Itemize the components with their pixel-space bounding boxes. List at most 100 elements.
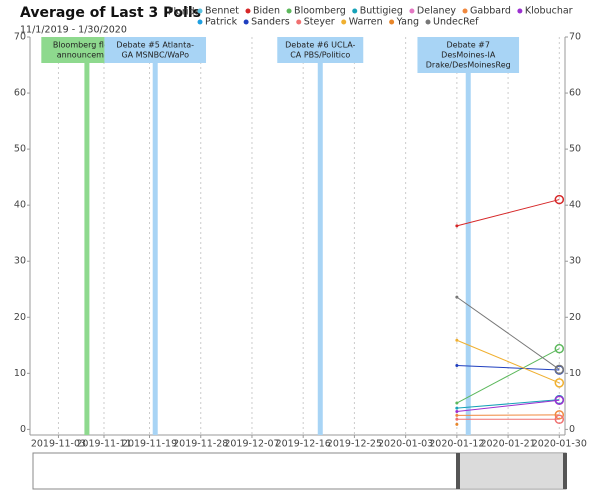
legend-swatch: [352, 8, 358, 14]
series-line: [456, 399, 560, 412]
legend-label: Patrick: [205, 17, 238, 28]
event-band: [317, 37, 323, 435]
legend-swatch: [462, 8, 468, 14]
legend-label: UndecRef: [433, 17, 479, 28]
y2-tick-label: 30: [569, 256, 581, 267]
event-band: [84, 37, 90, 435]
data-point: [554, 378, 565, 388]
x-tick-label: 2020-01-12: [429, 439, 484, 450]
event-label: DesMoines-IA: [441, 51, 496, 60]
data-point: [455, 401, 459, 405]
minimap[interactable]: [32, 452, 567, 490]
y-tick-label: 20: [14, 312, 26, 323]
data-point: [455, 224, 459, 228]
data-point: [455, 295, 459, 299]
y-tick-label: 60: [14, 88, 26, 99]
y-tick-label: 40: [14, 200, 26, 211]
series-line: [456, 296, 560, 370]
event-label: Bloomberg floats: [53, 41, 121, 50]
chart-title: Average of Last 3 Polls: [20, 5, 201, 21]
y2-tick-label: 0: [569, 424, 575, 435]
legend-swatch: [197, 19, 203, 25]
y2-tick-label: 50: [569, 144, 581, 155]
y2-tick-label: 20: [569, 312, 581, 323]
region-label: Florida: [168, 7, 200, 18]
legend-label: Bloomberg: [294, 6, 346, 17]
x-tick-label: 2019-11-03: [31, 439, 86, 450]
legend-swatch: [296, 19, 302, 25]
y-tick-label: 50: [14, 144, 26, 155]
event-label: announcement: [57, 51, 117, 60]
legend-label: Yang: [396, 17, 419, 28]
event-label: Debate #6 UCLA-: [285, 41, 355, 50]
event-label-box: [417, 37, 520, 73]
data-point: [554, 343, 565, 354]
y2-tick-label: 10: [569, 368, 581, 379]
legend-label: Biden: [253, 6, 280, 17]
minimap-selection[interactable]: [458, 453, 566, 489]
data-point: [554, 414, 565, 425]
legend-swatch: [409, 8, 415, 14]
legend-swatch: [243, 19, 249, 25]
data-point: [455, 413, 459, 417]
series-line: [456, 414, 560, 416]
legend-label: Bennet: [205, 6, 239, 17]
series-line: [456, 399, 560, 409]
series-line: [456, 339, 560, 384]
event-label: CA PBS/Politico: [290, 51, 350, 60]
x-tick-label: 2020-01-30: [532, 439, 587, 450]
legend-label: Warren: [349, 17, 383, 28]
data-point: [455, 363, 459, 367]
legend-label: Klobuchar: [525, 6, 573, 17]
data-point: [554, 364, 565, 375]
event-band: [465, 37, 471, 435]
legend-label: Buttigieg: [360, 6, 403, 17]
y2-tick-label: 70: [569, 32, 581, 43]
x-tick-label: 2019-11-11: [76, 439, 131, 450]
legend-label: Sanders: [251, 17, 290, 28]
data-point: [455, 406, 459, 410]
legend-swatch: [245, 8, 251, 14]
legend-swatch: [389, 19, 395, 25]
legend-swatch: [341, 19, 347, 25]
legend-label: Delaney: [417, 6, 456, 17]
legend-label: Steyer: [304, 17, 335, 28]
chart-subtitle: 11/1/2019 - 1/30/2020: [20, 25, 127, 36]
x-tick-label: 2019-12-07: [224, 439, 279, 450]
legend-swatch: [517, 8, 523, 14]
y-tick-label: 70: [14, 32, 26, 43]
data-point: [554, 395, 565, 405]
x-tick-label: 2019-11-19: [122, 439, 177, 450]
minimap-handle[interactable]: [456, 453, 460, 489]
x-tick-label: 2019-12-16: [276, 439, 331, 450]
x-tick-label: 2019-12-25: [327, 439, 382, 450]
y-tick-label: 30: [14, 256, 26, 267]
y-tick-label: 10: [14, 368, 26, 379]
x-tick-label: 2020-01-21: [480, 439, 535, 450]
event-label: Debate #5 Atlanta-: [116, 41, 194, 50]
event-band: [152, 37, 158, 435]
legend-swatch: [286, 8, 292, 14]
legend-swatch: [425, 19, 431, 25]
y2-tick-label: 60: [569, 88, 581, 99]
legend-label: Gabbard: [470, 6, 511, 17]
data-point: [455, 409, 459, 413]
legend-swatch: [197, 8, 203, 14]
data-point: [455, 417, 459, 421]
x-tick-label: 2020-01-03: [378, 439, 433, 450]
event-label-box: [277, 37, 364, 63]
event-label: Drake/DesMoinesReg: [426, 61, 511, 70]
data-point: [455, 422, 459, 426]
x-tick-label: 2019-11-28: [173, 439, 228, 450]
series-line: [456, 364, 560, 371]
event-label: Debate #7: [447, 41, 490, 50]
minimap-handle[interactable]: [563, 453, 567, 489]
series-line: [456, 199, 560, 227]
series-line: [456, 348, 560, 404]
data-point: [455, 338, 459, 342]
event-label: GA MSNBC/WaPo: [121, 51, 189, 60]
y2-tick-label: 40: [569, 200, 581, 211]
data-point: [554, 194, 565, 205]
event-label-box: [104, 37, 207, 63]
